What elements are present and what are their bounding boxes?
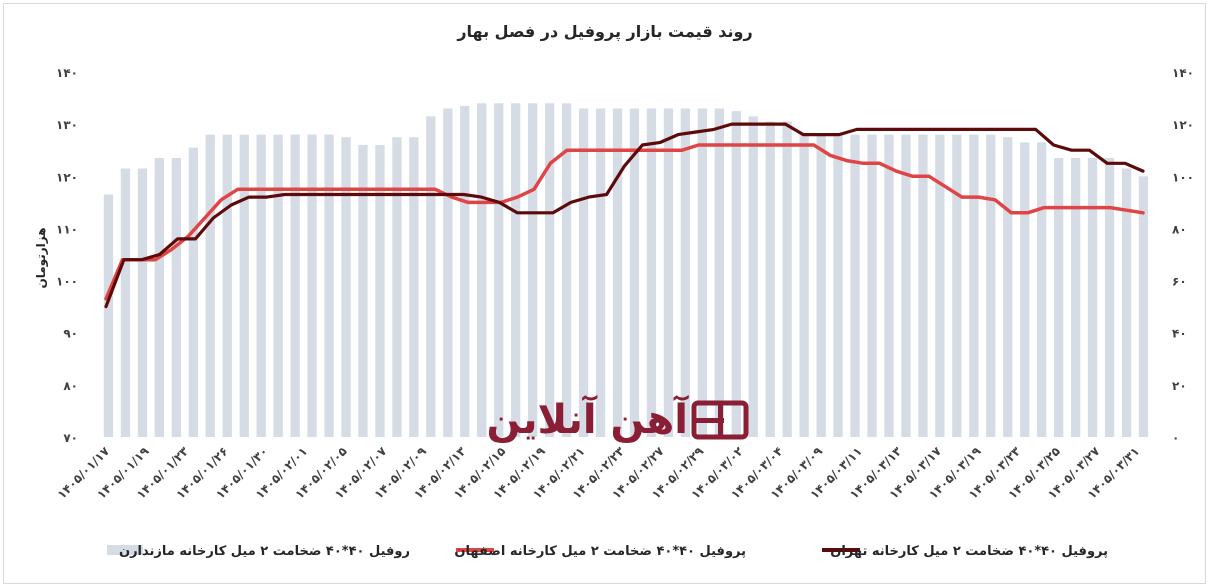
- bar: [850, 134, 860, 437]
- bar: [239, 134, 249, 437]
- bar: [952, 134, 962, 437]
- left-axis-tick-label: ۹۰: [63, 327, 78, 341]
- bar: [120, 168, 131, 437]
- bar: [935, 134, 945, 437]
- chart-title: روند قیمت بازار پروفیل در فصل بهار: [457, 22, 753, 41]
- bar: [545, 103, 555, 438]
- bar: [1037, 142, 1047, 437]
- bar: [222, 134, 232, 437]
- bar: [188, 147, 198, 437]
- left-axis-tick-label: ۱۱۰: [56, 222, 78, 236]
- bar: [290, 134, 300, 437]
- bar: [1138, 176, 1149, 438]
- left-axis-tick-label: ۱۴۰: [56, 66, 78, 80]
- bar: [171, 158, 181, 437]
- bar: [731, 111, 741, 437]
- right-axis-tick-label: ۱۲۰: [1172, 118, 1194, 132]
- bar: [341, 137, 351, 437]
- bar: [969, 134, 979, 437]
- bar: [680, 108, 690, 437]
- bar: [409, 137, 419, 437]
- bar: [1071, 158, 1081, 437]
- legend-label: روفیل ۴۰*۴۰ ضخامت ۲ میل کارخانه مازندارن: [119, 544, 410, 559]
- bar: [307, 134, 317, 437]
- bar: [782, 121, 792, 437]
- left-axis-tick-label: ۸۰: [63, 379, 78, 393]
- watermark-logo: آهن آنلاین: [487, 394, 749, 443]
- legend-swatch-bar: [107, 545, 143, 555]
- bar: [748, 116, 758, 438]
- bar: [697, 108, 707, 437]
- bar: [561, 103, 572, 438]
- bar: [494, 103, 504, 438]
- bar: [765, 121, 775, 437]
- bar: [273, 134, 283, 437]
- bar: [426, 116, 436, 438]
- bar: [1121, 168, 1132, 437]
- bar: [833, 134, 843, 437]
- logo-wordmark: آهن آنلاین: [487, 394, 690, 443]
- bar: [511, 103, 521, 438]
- right-axis-tick-label: ۲۰: [1172, 379, 1187, 393]
- bar: [154, 158, 164, 437]
- bar: [137, 168, 148, 437]
- logo-mark-bar: [694, 418, 724, 423]
- legend: روفیل ۴۰*۴۰ ضخامت ۲ میل کارخانه مازندارن…: [107, 544, 1108, 559]
- bar: [595, 108, 606, 437]
- bar: [205, 134, 215, 437]
- bar: [867, 134, 877, 437]
- bar: [1104, 158, 1115, 437]
- bar: [901, 134, 911, 437]
- bar: [256, 134, 266, 437]
- left-axis-tick-label: ۱۳۰: [56, 118, 78, 132]
- bar: [612, 108, 623, 437]
- left-axis-title: هزارتومان: [34, 227, 49, 288]
- bar: [1054, 158, 1064, 437]
- left-axis-tick-label: ۷۰: [63, 431, 78, 445]
- bar: [816, 134, 826, 437]
- bar: [375, 145, 385, 437]
- left-axis-tick-label: ۱۰۰: [56, 275, 78, 289]
- logo-mark-stem: [718, 403, 723, 437]
- bar: [358, 145, 368, 437]
- bar: [1020, 142, 1030, 437]
- legend-label: پروفیل ۴۰*۴۰ ضخامت ۲ میل کارخانه اصفهان: [454, 544, 746, 559]
- bar-series: [103, 103, 1149, 438]
- bar: [986, 134, 996, 437]
- bar: [528, 103, 538, 438]
- series-line-isfahan: [104, 143, 1145, 301]
- bar: [799, 134, 809, 437]
- bar: [578, 108, 589, 437]
- bar: [1087, 158, 1098, 437]
- bar: [1003, 137, 1013, 437]
- right-axis-tick-label: ۱۴۰: [1172, 66, 1194, 80]
- bar: [629, 108, 640, 437]
- line-series: [104, 122, 1145, 309]
- bar: [324, 134, 334, 437]
- chart-frame: [3, 3, 1206, 584]
- bar: [646, 108, 657, 437]
- series-line-tehran: [104, 122, 1145, 309]
- bar: [443, 108, 453, 437]
- right-axis-tick-label: ۶۰: [1172, 275, 1187, 289]
- bar: [918, 134, 928, 437]
- right-axis-tick-label: ۱۰۰: [1172, 170, 1194, 184]
- right-axis-tick-label: ۴۰: [1172, 327, 1187, 341]
- bar: [714, 108, 724, 437]
- bar: [460, 105, 470, 438]
- right-axis-tick-label: ۰: [1172, 431, 1179, 445]
- bar: [103, 194, 114, 437]
- bar: [884, 134, 894, 437]
- bar: [663, 108, 674, 437]
- legend-label: پروفیل ۴۰*۴۰ ضخامت ۲ میل کارخانه تهران: [830, 544, 1108, 559]
- bar: [392, 137, 402, 437]
- bar: [477, 103, 487, 438]
- left-axis-tick-label: ۱۲۰: [56, 170, 78, 184]
- right-axis-tick-label: ۸۰: [1172, 222, 1187, 236]
